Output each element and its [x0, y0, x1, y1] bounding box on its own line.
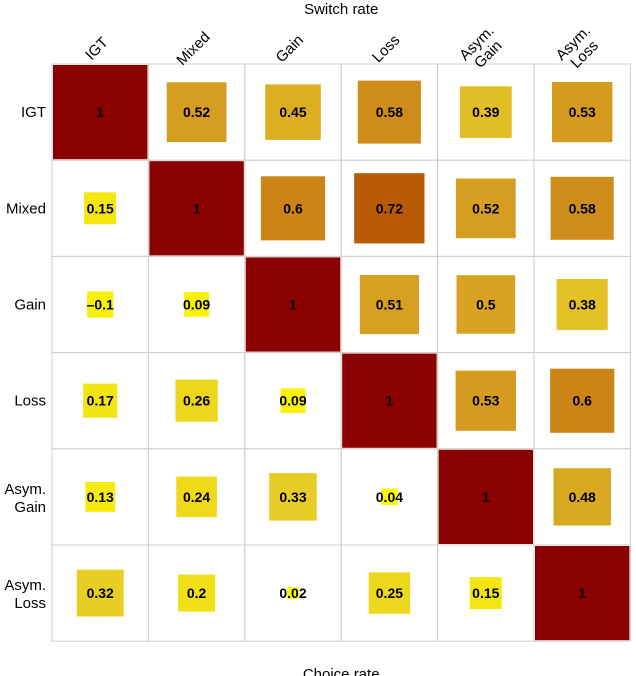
heatmap-cell-r5-c1 — [85, 482, 116, 512]
heatmap-cell-r4-c1 — [83, 383, 118, 418]
row-label-2: Mixed — [6, 200, 46, 217]
heatmap-cell-r3-c5 — [456, 275, 516, 334]
cell-value-r3-c2: 0.09 — [183, 297, 210, 313]
row-label-5: Asym. Gain — [4, 481, 46, 516]
heatmap-cell-r1-c1 — [53, 65, 148, 160]
cell-value-r2-c4: 0.72 — [376, 200, 403, 216]
column-label-1: IGT — [82, 34, 112, 64]
cell-value-r4-c3: 0.09 — [279, 393, 306, 409]
heatmap-cell-r1-c6 — [552, 82, 613, 143]
cell-value-r2-c5: 0.52 — [472, 200, 499, 216]
cell-value-r5-c5: 1 — [482, 489, 490, 505]
cell-value-r4-c4: 1 — [386, 393, 394, 409]
cell-value-r6-c3: 0.02 — [279, 585, 306, 601]
heatmap-cell-r4-c6 — [550, 368, 615, 433]
heatmap-cell-r3-c3 — [245, 257, 341, 352]
heatmap-cell-r6-c5 — [469, 577, 502, 610]
column-labels: IGT Mixed Gain Loss Asym.Gain Asym.Loss — [82, 22, 606, 75]
column-label-2: Mixed — [173, 29, 213, 69]
cell-value-r3-c6: 0.38 — [569, 297, 596, 313]
heatmap-cell-r3-c6 — [556, 279, 608, 330]
cell-value-r3-c1: –0.1 — [87, 297, 114, 313]
cell-value-r5-c1: 0.13 — [87, 489, 114, 505]
column-label-3: Gain — [273, 32, 307, 66]
cell-value-r4-c1: 0.17 — [87, 393, 114, 409]
cell-value-r3-c3: 1 — [289, 297, 297, 313]
cell-value-r4-c5: 0.53 — [472, 393, 499, 409]
heatmap-cell-r6-c2 — [178, 574, 216, 612]
heatmap-cell-r6-c3 — [287, 587, 299, 599]
y-axis-title: Choice rate — [303, 666, 380, 676]
grid-lines — [51, 63, 631, 642]
cell-value-r6-c2: 0.2 — [187, 585, 207, 601]
cell-value-r5-c4: 0.04 — [376, 489, 403, 505]
cell-value-r5-c6: 0.48 — [569, 489, 596, 505]
heatmap-cell-r5-c4 — [381, 488, 398, 506]
grid-cell-border — [533, 544, 631, 642]
cell-value-r2-c3: 0.6 — [283, 200, 303, 216]
cell-value-r6-c1: 0.32 — [87, 585, 114, 601]
cell-value-r2-c6: 0.58 — [569, 200, 596, 216]
cell-value-r1-c1: 1 — [96, 104, 104, 120]
heatmap-cell-r6-c1 — [76, 569, 124, 617]
cell-value-r3-c4: 0.51 — [376, 297, 403, 313]
heatmap-cell-r5-c3 — [269, 473, 317, 521]
heatmap-cell-r2-c5 — [455, 178, 516, 239]
heatmap-cell-r2-c3 — [260, 176, 326, 241]
cell-value-r2-c1: 0.15 — [87, 200, 114, 216]
column-label-5: Asym.Gain — [456, 22, 509, 75]
cell-value-r5-c2: 0.24 — [183, 489, 210, 505]
cell-value-r2-c2: 1 — [193, 200, 201, 216]
heatmap-cell-r2-c6 — [550, 176, 614, 240]
heatmap-cell-r1-c4 — [357, 80, 421, 144]
heatmap-cell-r6-c4 — [368, 572, 411, 614]
cell-value-r1-c4: 0.58 — [376, 104, 403, 120]
row-label-3: Gain — [14, 297, 46, 314]
cell-value-r1-c5: 0.39 — [472, 104, 499, 120]
heatmap-cell-r2-c2 — [149, 161, 244, 256]
cell-value-r4-c2: 0.26 — [183, 393, 210, 409]
heatmap-cell-r1-c3 — [265, 84, 321, 140]
x-axis-title: Switch rate — [304, 1, 378, 18]
heatmap-cell-r6-c6 — [535, 546, 630, 641]
row-label-4: Loss — [14, 393, 46, 410]
cell-value-r1-c3: 0.45 — [279, 104, 306, 120]
cell-value-r6-c5: 0.15 — [472, 585, 499, 601]
column-label-4: Loss — [369, 32, 403, 66]
cell-value-r1-c2: 0.52 — [183, 104, 210, 120]
heatmap-cell-r3-c1 — [87, 291, 114, 318]
heatmap-cell-r4-c4 — [342, 353, 437, 448]
cell-value-r6-c4: 0.25 — [376, 585, 403, 601]
cell-value-r3-c5: 0.5 — [476, 297, 496, 313]
heatmap-cell-r1-c5 — [459, 86, 512, 138]
heatmap-cell-r2-c1 — [84, 192, 117, 225]
heatmap-marks: 1 0.52 0.45 0.58 0.39 0.53 0.15 1 0.6 0.72 0.52 0.5… — [53, 65, 630, 641]
row-label-6: Asym. Loss — [4, 577, 46, 612]
cell-value-r6-c6: 1 — [578, 585, 586, 601]
heatmap-cell-r2-c4 — [354, 173, 425, 244]
cell-value-r4-c6: 0.6 — [572, 393, 592, 409]
heatmap-cell-r3-c2 — [184, 292, 210, 317]
column-label-6: Asym.Loss — [553, 22, 606, 75]
row-labels: IGT Mixed Gain Loss Asym. Gain Asym. Loss — [4, 104, 46, 612]
heatmap-cell-r4-c2 — [175, 379, 218, 422]
heatmap-cell-r5-c5 — [438, 449, 533, 544]
heatmap-cell-r4-c3 — [280, 388, 306, 414]
heatmap-cell-r5-c2 — [176, 476, 217, 518]
heatmap-cell-r3-c4 — [359, 275, 419, 335]
heatmap-cell-r4-c5 — [455, 370, 516, 431]
cell-value-r1-c6: 0.53 — [569, 104, 596, 120]
heatmap-cell-r1-c2 — [166, 82, 227, 142]
row-label-1: IGT — [21, 104, 46, 121]
heatmap-cell-r5-c6 — [553, 468, 611, 526]
cell-value-r5-c3: 0.33 — [279, 489, 306, 505]
